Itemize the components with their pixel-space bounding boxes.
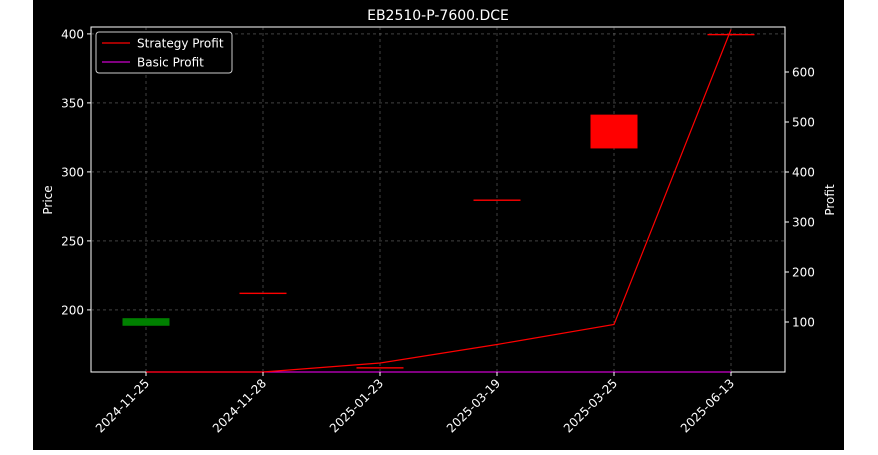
y-tick-label-left: 200: [61, 303, 84, 317]
legend-label-strategy: Strategy Profit: [137, 37, 224, 51]
candle: [473, 199, 521, 201]
line-layer: [146, 29, 732, 373]
candle: [590, 114, 638, 149]
plot-frame: [90, 26, 786, 373]
y-tick-label-left: 250: [61, 234, 84, 248]
y-tick-label-right: 500: [792, 116, 815, 130]
x-tick-label: 2025-01-23: [327, 376, 386, 435]
y-tick-label-right: 400: [792, 166, 815, 180]
grid-layer: [91, 27, 785, 372]
candle: [356, 367, 404, 369]
legend-box: [95, 31, 233, 74]
x-tick-label: 2024-11-28: [210, 376, 269, 435]
y-axis-left-label: Price: [41, 185, 55, 214]
chart-svg: 2024-11-25 2024-11-28 2025-01-23 2025-03-19…: [41, 8, 837, 435]
candle-layer: [122, 33, 755, 369]
y-tick-label-left: 300: [61, 165, 84, 179]
candle: [122, 318, 170, 326]
y-tick-label-left: 400: [61, 27, 84, 41]
y-tick-label-right: 100: [792, 316, 815, 330]
strategy-profit-line: [146, 29, 732, 373]
chart-figure: 2024-11-25 2024-11-28 2025-01-23 2025-03-19…: [33, 0, 844, 450]
x-tick-label: 2025-03-19: [444, 376, 503, 435]
y-tick-label-left: 350: [61, 96, 84, 110]
x-tick-label: 2025-03-25: [561, 376, 620, 435]
legend-label-basic: Basic Profit: [137, 56, 204, 70]
y-tick-label-right: 600: [792, 66, 815, 80]
chart-title: EB2510-P-7600.DCE: [367, 8, 509, 24]
y-axis-right-label: Profit: [823, 184, 837, 216]
candle: [707, 33, 755, 36]
x-tick-label: 2025-06-13: [678, 376, 737, 435]
candle: [239, 292, 287, 295]
axis-layer: 2024-11-25 2024-11-28 2025-01-23 2025-03-19…: [61, 27, 815, 435]
y-tick-label-right: 300: [792, 216, 815, 230]
legend: Strategy Profit Basic Profit: [95, 31, 233, 74]
y-tick-label-right: 200: [792, 266, 815, 280]
x-tick-label: 2024-11-25: [93, 376, 152, 435]
